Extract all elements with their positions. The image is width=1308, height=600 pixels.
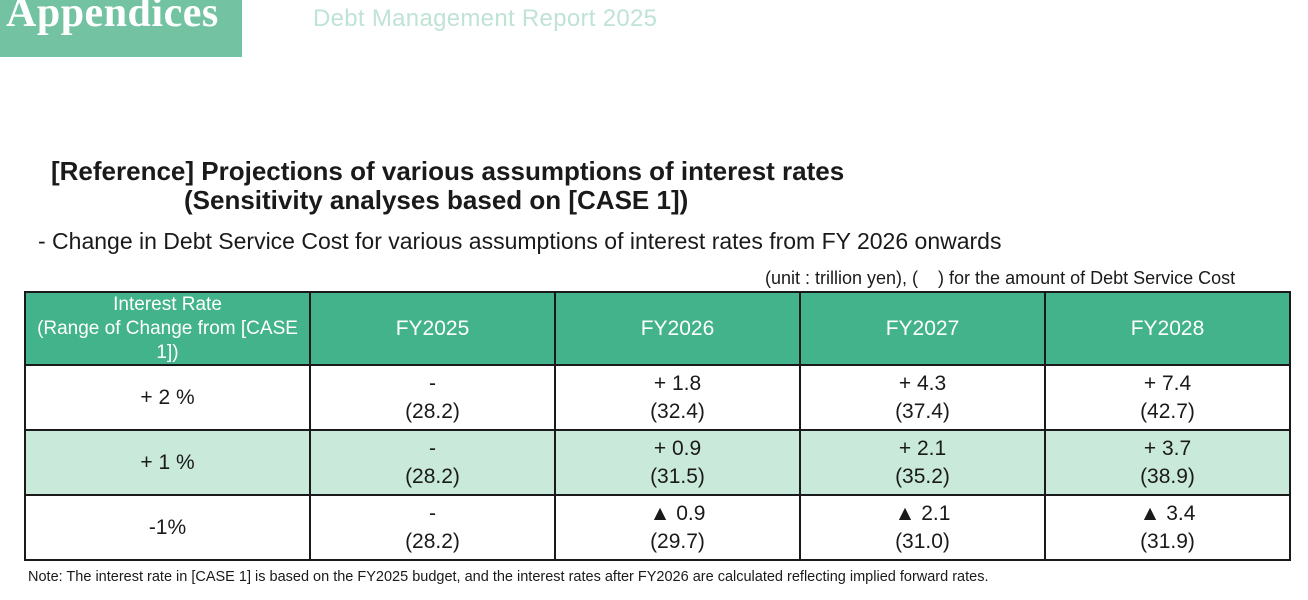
value-cell: + 3.7 (38.9) (1044, 429, 1291, 497)
change-value: - (429, 502, 436, 526)
amount-value: (35.2) (895, 464, 950, 488)
footnote: Note: The interest rate in [CASE 1] is b… (28, 569, 989, 585)
header-fy2026: FY2026 (554, 290, 801, 367)
table-row: + 1 % - (28.2) + 0.9 (31.5) + 2.1 (35.2)… (24, 429, 1291, 497)
amount-value: (37.4) (895, 399, 950, 423)
page-subtitle: (Sensitivity analyses based on [CASE 1]) (184, 185, 689, 215)
rate-cell: + 2 % (24, 364, 311, 432)
header-interest-rate-line2: (Range of Change from [CASE 1]) (37, 317, 298, 363)
change-value: ▲ 2.1 (894, 502, 951, 526)
value-cell: - (28.2) (309, 429, 556, 497)
change-value: + 0.9 (653, 437, 702, 461)
value-cell: ▲ 0.9 (29.7) (554, 494, 801, 562)
value-cell: + 4.3 (37.4) (799, 364, 1046, 432)
report-title: Debt Management Report 2025 (313, 5, 658, 32)
header-interest-rate-line1: Interest Rate (113, 294, 222, 315)
value-cell: + 0.9 (31.5) (554, 429, 801, 497)
header-fy2028: FY2028 (1044, 290, 1291, 367)
change-value: + 3.7 (1143, 437, 1192, 461)
amount-value: (28.2) (405, 529, 460, 553)
value-cell: ▲ 3.4 (31.9) (1044, 494, 1291, 562)
amount-value: (32.4) (650, 399, 705, 423)
sensitivity-table: Interest Rate (Range of Change from [CAS… (24, 290, 1291, 562)
value-cell: ▲ 2.1 (31.0) (799, 494, 1046, 562)
header-fy2027: FY2027 (799, 290, 1046, 367)
amount-value: (31.0) (895, 529, 950, 553)
amount-value: (28.2) (405, 399, 460, 423)
header-interest-rate: Interest Rate (Range of Change from [CAS… (24, 290, 311, 367)
value-cell: + 7.4 (42.7) (1044, 364, 1291, 432)
table-header-row: Interest Rate (Range of Change from [CAS… (24, 290, 1291, 367)
page-title: [Reference] Projections of various assum… (51, 156, 845, 186)
amount-value: (38.9) (1140, 464, 1195, 488)
header-fy2025: FY2025 (309, 290, 556, 367)
change-value: - (429, 372, 436, 396)
appendices-tab-label: Appendices (6, 0, 219, 36)
value-cell: - (28.2) (309, 364, 556, 432)
table-row: + 2 % - (28.2) + 1.8 (32.4) + 4.3 (37.4)… (24, 364, 1291, 432)
value-cell: + 1.8 (32.4) (554, 364, 801, 432)
table-row: -1% - (28.2) ▲ 0.9 (29.7) ▲ 2.1 (31.0) ▲… (24, 494, 1291, 562)
amount-value: (31.5) (650, 464, 705, 488)
amount-value: (28.2) (405, 464, 460, 488)
amount-value: (31.9) (1140, 529, 1195, 553)
change-value: + 7.4 (1143, 372, 1192, 396)
value-cell: + 2.1 (35.2) (799, 429, 1046, 497)
rate-cell: -1% (24, 494, 311, 562)
amount-value: (42.7) (1140, 399, 1195, 423)
change-value: + 1.8 (653, 372, 702, 396)
change-value: + 2.1 (898, 437, 947, 461)
appendices-tab: Appendices (0, 0, 242, 57)
change-value: ▲ 0.9 (649, 502, 706, 526)
unit-note: (unit : trillion yen), ( ) for the amoun… (765, 268, 1236, 288)
change-value: - (429, 437, 436, 461)
change-value: ▲ 3.4 (1139, 502, 1196, 526)
value-cell: - (28.2) (309, 494, 556, 562)
section-subheading: - Change in Debt Service Cost for variou… (38, 228, 1002, 254)
amount-value: (29.7) (650, 529, 705, 553)
change-value: + 4.3 (898, 372, 947, 396)
rate-cell: + 1 % (24, 429, 311, 497)
